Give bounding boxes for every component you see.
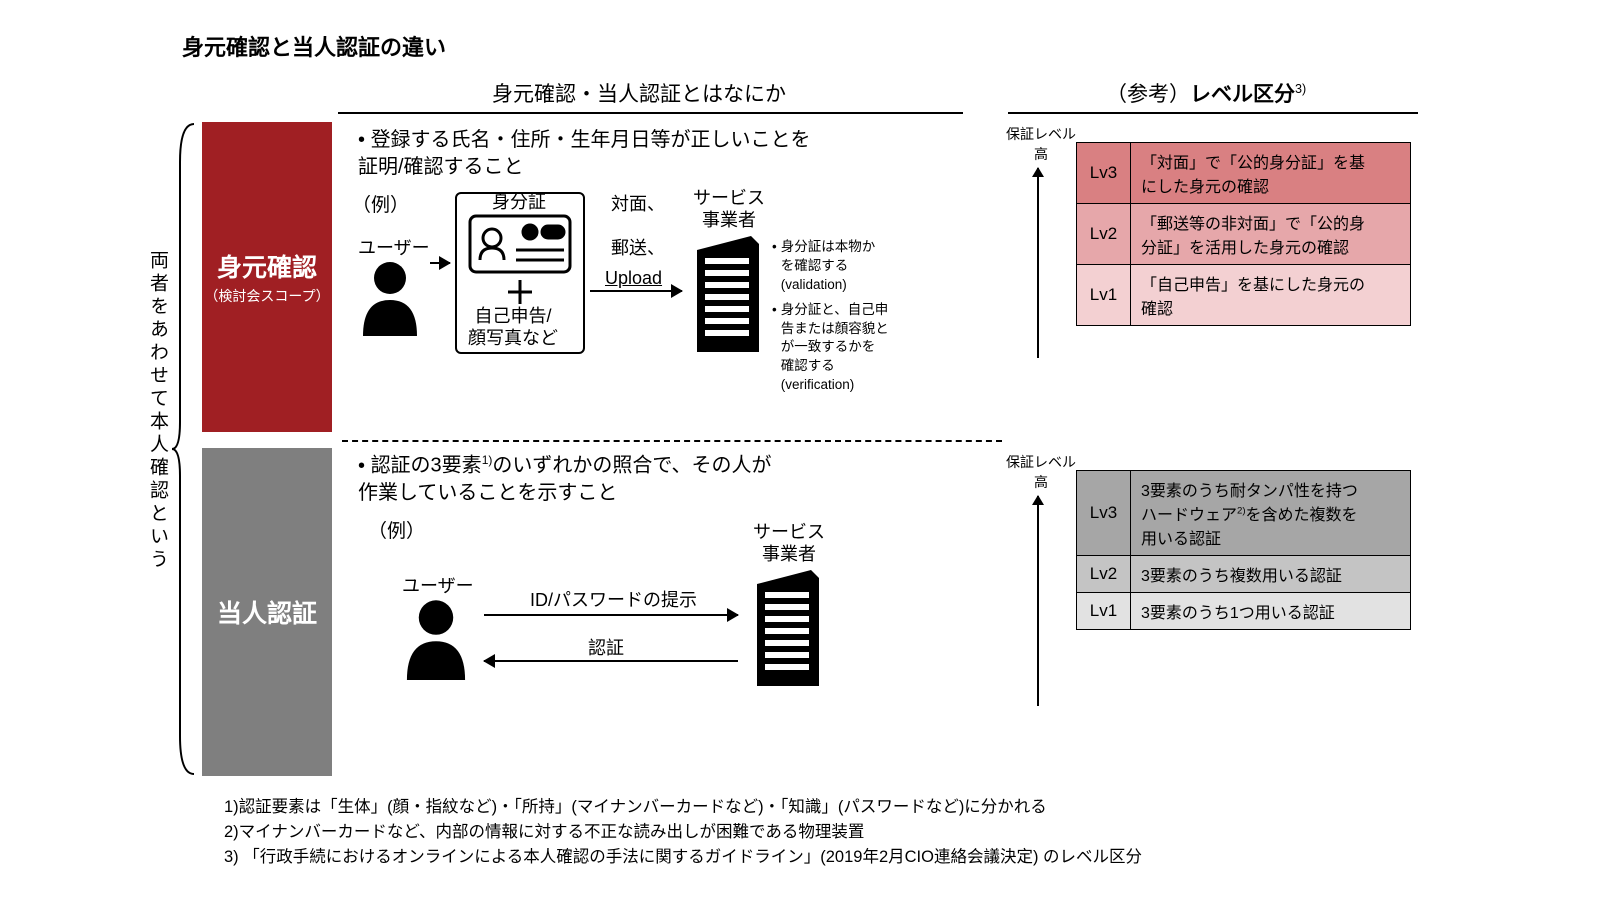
methods-line3: Upload	[605, 268, 662, 289]
right-col-rule	[1008, 112, 1418, 114]
level-desc: 3要素のうち複数用いる認証	[1131, 556, 1411, 593]
identity-user-label: ユーザー	[358, 234, 430, 260]
identity-assure-arrow-icon	[1037, 168, 1039, 358]
level-code: Lv1	[1077, 265, 1131, 326]
auth-flow-bottom: 認証	[588, 634, 624, 660]
level-row: Lv23要素のうち複数用いる認証	[1077, 556, 1411, 593]
arrow-auth-back-icon	[484, 660, 738, 662]
arrow-idpw-icon	[484, 614, 738, 616]
right-col-header: （参考）レベル区分3)	[1106, 78, 1306, 108]
self-report-label: 自己申告/ 顔写真など	[468, 306, 558, 349]
auth-block: 当人認証	[202, 448, 332, 776]
server-icon	[753, 570, 823, 686]
identity-example-label: （例）	[352, 190, 409, 217]
level-code: Lv2	[1077, 556, 1131, 593]
level-desc: 3要素のうち1つ用いる認証	[1131, 593, 1411, 630]
level-desc: 「対面」で「公的身分証」を基 にした身元の確認	[1131, 143, 1411, 204]
brace-icon	[170, 122, 196, 776]
footnotes: 1)認証要素は「生体」(顔・指紋など)・「所持」(マイナンバーカードなど)・「知…	[224, 795, 1142, 869]
identity-notes: •身分証は本物か を確認する (validation) •身分証と、自己申 告また…	[772, 238, 889, 401]
auth-provider-label: サービス 事業者	[753, 522, 825, 565]
level-row: Lv3「対面」で「公的身分証」を基 にした身元の確認	[1077, 143, 1411, 204]
auth-assure-arrow-icon	[1037, 496, 1039, 706]
auth-example-label: （例）	[368, 516, 425, 543]
auth-bullet-head: 認証の3要素	[371, 455, 482, 477]
auth-level-table: Lv33要素のうち耐タンパ性を持つ ハードウェア2)を含めた複数を 用いる認証L…	[1076, 470, 1411, 630]
page-title: 身元確認と当人認証の違い	[182, 30, 446, 62]
identity-bullet: 登録する氏名・住所・生年月日等が正しいことを 証明/確認すること	[358, 127, 811, 181]
auth-bullet-sup: 1)	[482, 453, 493, 467]
right-col-header-prefix: （参考）	[1106, 83, 1190, 106]
server-icon	[693, 236, 763, 352]
center-col-header: 身元確認・当人認証とはなにか	[492, 78, 786, 108]
arrow-upload-icon	[590, 290, 682, 292]
level-desc: 「自己申告」を基にした身元の 確認	[1131, 265, 1411, 326]
right-col-header-main: レベル区分	[1190, 83, 1295, 106]
identity-block: 身元確認 （検討会スコープ）	[202, 122, 332, 432]
footnote-line: 2)マイナンバーカードなど、内部の情報に対する不正な読み出しが困難である物理装置	[224, 820, 1142, 845]
person-icon	[398, 596, 474, 680]
person-icon	[355, 258, 425, 336]
level-row: Lv2「郵送等の非対面」で「公的身 分証」を活用した身元の確認	[1077, 204, 1411, 265]
center-col-rule	[338, 112, 963, 114]
level-row: Lv13要素のうち1つ用いる認証	[1077, 593, 1411, 630]
level-code: Lv2	[1077, 204, 1131, 265]
footnote-line: 3) 「行政手続におけるオンラインによる本人確認の手法に関するガイドライン」(2…	[224, 845, 1142, 870]
identity-block-title: 身元確認	[217, 248, 317, 284]
arrow-user-to-id-icon	[430, 262, 450, 264]
auth-block-title: 当人認証	[217, 594, 317, 630]
right-col-header-sup: 3)	[1295, 82, 1306, 96]
identity-block-sub: （検討会スコープ）	[204, 286, 329, 306]
methods-line1: 対面、	[611, 190, 665, 216]
idcard-icon	[468, 214, 572, 274]
side-vertical-label: 両者をあわせて本人確認という	[144, 250, 171, 572]
auth-bullet: 認証の3要素1)のいずれかの照合で、その人が 作業していることを示すこと	[358, 452, 772, 507]
identity-level-table: Lv3「対面」で「公的身分証」を基 にした身元の確認Lv2「郵送等の非対面」で「…	[1076, 142, 1411, 326]
level-row: Lv33要素のうち耐タンパ性を持つ ハードウェア2)を含めた複数を 用いる認証	[1077, 471, 1411, 556]
identity-note-item: •身分証は本物か を確認する (validation)	[772, 238, 889, 295]
level-desc: 「郵送等の非対面」で「公的身 分証」を活用した身元の確認	[1131, 204, 1411, 265]
level-desc: 3要素のうち耐タンパ性を持つ ハードウェア2)を含めた複数を 用いる認証	[1131, 471, 1411, 556]
auth-user-label: ユーザー	[402, 572, 474, 598]
footnote-line: 1)認証要素は「生体」(顔・指紋など)・「所持」(マイナンバーカードなど)・「知…	[224, 795, 1142, 820]
level-code: Lv1	[1077, 593, 1131, 630]
identity-assure-label: 保証レベル 高	[1006, 124, 1076, 164]
level-code: Lv3	[1077, 471, 1131, 556]
plus-icon	[506, 278, 534, 306]
level-row: Lv1「自己申告」を基にした身元の 確認	[1077, 265, 1411, 326]
auth-flow-top: ID/パスワードの提示	[530, 586, 697, 612]
row-separator	[342, 440, 1002, 442]
identity-provider-label: サービス 事業者	[693, 188, 765, 231]
methods-line2: 郵送、	[611, 234, 665, 260]
level-code: Lv3	[1077, 143, 1131, 204]
identity-note-item: •身分証と、自己申 告または顔容貌と が一致するかを 確認する (verific…	[772, 301, 889, 395]
auth-assure-label: 保証レベル 高	[1006, 452, 1076, 492]
